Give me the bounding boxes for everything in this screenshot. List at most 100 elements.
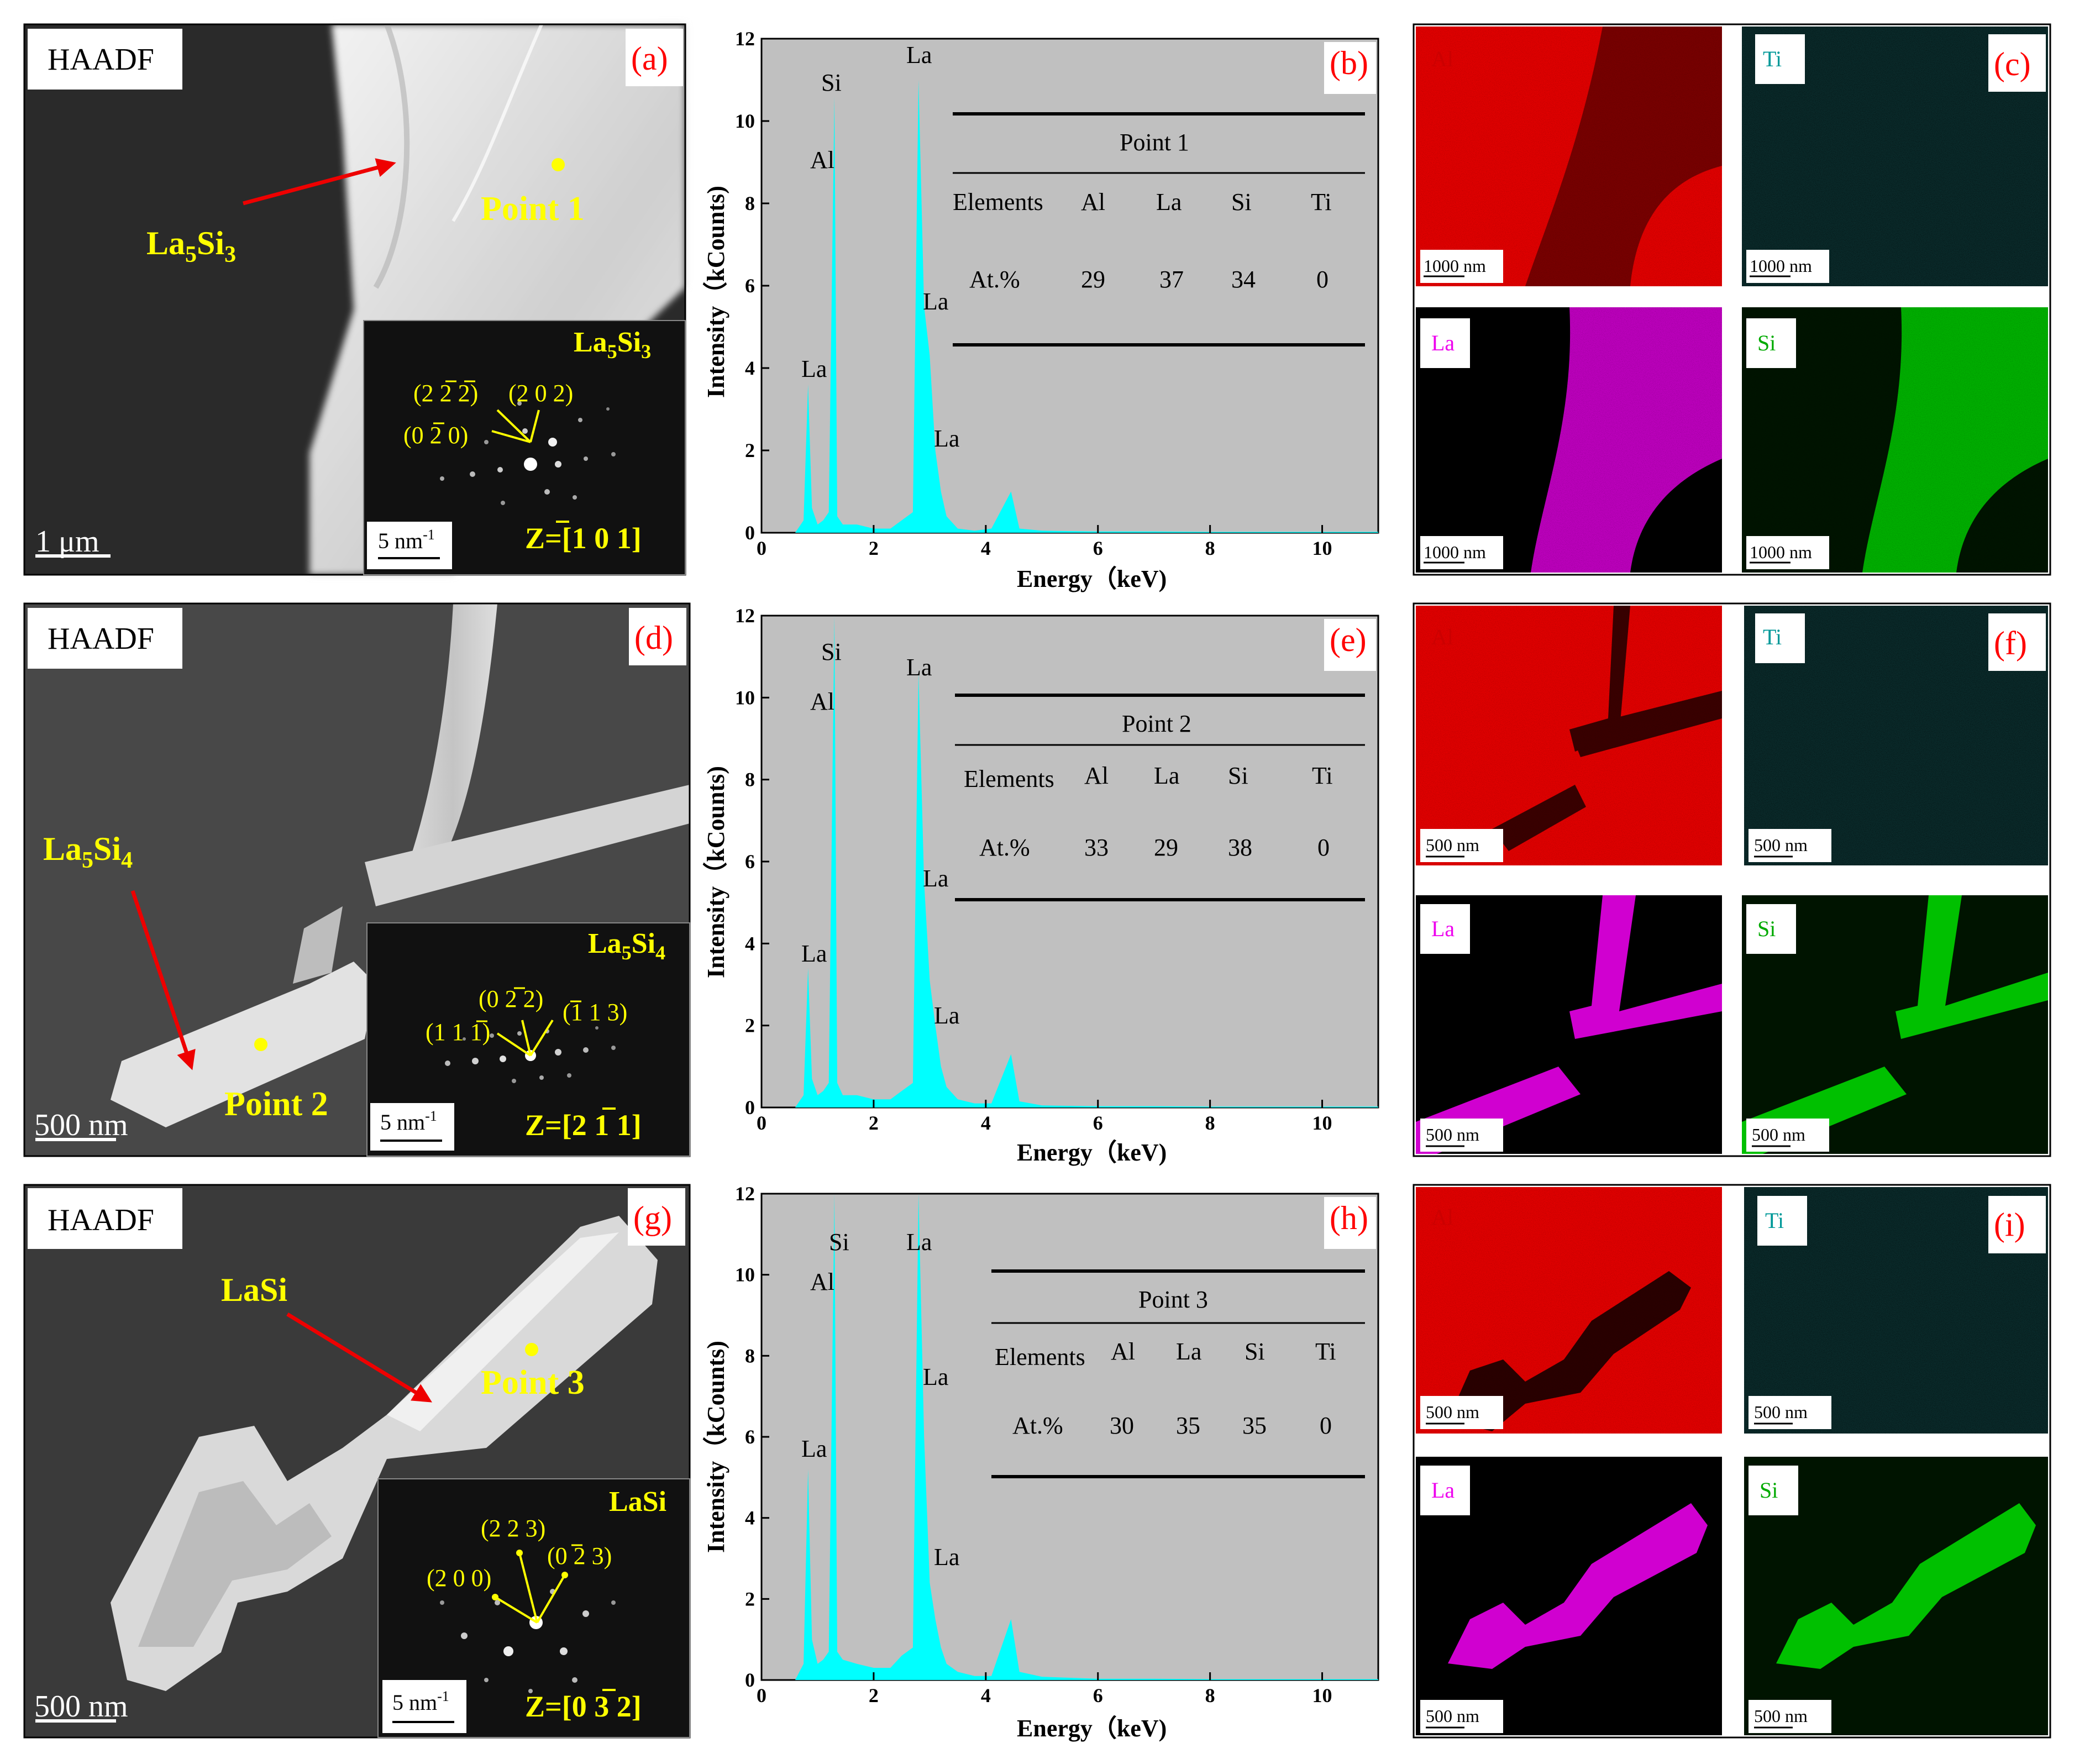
inset-phase-label: La5Si3	[574, 327, 651, 363]
panel-label-f: (f)	[1994, 625, 2027, 662]
phase-label: La5Si3	[146, 225, 236, 267]
table-at-ti: 0	[1316, 266, 1329, 293]
map-si: Si	[1742, 307, 2048, 573]
map-scale-label: 1000 nm	[1424, 542, 1486, 562]
table-title: Point 3	[1138, 1286, 1208, 1313]
row-1: HAADF (a) La5Si3 Point 1 1 μm	[23, 23, 2051, 592]
x-tick-label: 8	[1205, 1112, 1215, 1134]
table-el-la: La	[1154, 762, 1179, 789]
eds-maps-i: Al Ti La Si (i) 500	[1413, 1184, 2051, 1739]
map-label-si: Si	[1757, 330, 1776, 355]
eds-maps-c: Al Ti La Si (c)	[1413, 23, 2051, 576]
y-tick-label: 2	[745, 1588, 755, 1610]
stem-panel-a: HAADF (a) La5Si3 Point 1 1 μm	[23, 23, 686, 576]
peak-label: La	[934, 425, 959, 452]
table-el-la: La	[1176, 1338, 1201, 1365]
table-at-al: 33	[1084, 834, 1109, 861]
panel-label-a: (a)	[631, 40, 668, 77]
x-tick-label: 6	[1093, 1112, 1103, 1134]
x-tick-label: 8	[1205, 1684, 1215, 1707]
x-axis-title: Energy（keV)	[1017, 1139, 1167, 1166]
spot-label-1: (2 2 3)	[481, 1515, 545, 1542]
point-marker	[525, 1343, 538, 1356]
point-label: Point 1	[481, 190, 585, 228]
map-scale-label: 500 nm	[1426, 835, 1479, 855]
point-marker	[552, 158, 565, 171]
point-marker	[254, 1038, 267, 1051]
x-tick-label: 6	[1093, 1684, 1103, 1707]
map-scale-label: 500 nm	[1754, 1706, 1808, 1726]
panel-label-e: (e)	[1330, 622, 1367, 658]
table-el-al: Al	[1081, 188, 1105, 216]
y-tick-label: 6	[745, 1426, 755, 1448]
phase-arrow	[286, 1313, 432, 1403]
diffraction-inset: (0 2 2) (1 1 3) (1 1 1) La5Si4 5 nm-1 Z=…	[366, 922, 690, 1157]
table-at-ti: 0	[1317, 834, 1330, 861]
row-2: HAADF (d) La5Si4 Point 2 500 nm	[23, 602, 2051, 1166]
haadf-label: HAADF	[48, 43, 154, 77]
table-title: Point 2	[1122, 710, 1191, 737]
zone-axis-label: Z=[0 3 2]	[525, 1690, 642, 1723]
y-tick-label: 10	[735, 1264, 755, 1286]
eds-axes: 0 2 4 6 8 10 0 2 4 6 8 10 12	[735, 605, 1332, 1134]
inset-scale-label: 5 nm-1	[378, 527, 435, 553]
scale-bar-label: 500 nm	[34, 1108, 128, 1142]
x-tick-label: 10	[1312, 1112, 1332, 1134]
peak-label: Si	[821, 69, 842, 96]
table-at-label: At.%	[1012, 1412, 1063, 1439]
haadf-label: HAADF	[48, 1203, 154, 1237]
map-label-la: La	[1431, 916, 1455, 941]
phase-label: La5Si4	[43, 831, 133, 873]
peak-label: La	[801, 355, 827, 382]
y-tick-label: 0	[745, 1669, 755, 1691]
x-tick-label: 8	[1205, 537, 1215, 559]
table-elements-label: Elements	[953, 188, 1043, 216]
spot-label-3: (2 0 0)	[427, 1565, 491, 1592]
row-3: HAADF (g) LaSi Point 3 500 nm	[23, 1183, 2051, 1742]
y-tick-label: 8	[745, 1345, 755, 1367]
x-tick-label: 4	[981, 1112, 991, 1134]
x-axis-title: Energy（keV)	[1017, 1715, 1167, 1742]
peak-label: La	[906, 1229, 932, 1256]
y-tick-label: 10	[735, 686, 755, 708]
x-tick-label: 10	[1312, 1684, 1332, 1707]
eds-axes: 0 2 4 6 8 10 0 2 4 6 8 10 12	[735, 28, 1332, 559]
table-el-ti: Ti	[1311, 188, 1332, 216]
haadf-label: HAADF	[48, 622, 154, 656]
eds-axes: 0 2 4 6 8 10 0 2 4 6 8 10 12	[735, 1183, 1332, 1707]
y-tick-label: 0	[745, 522, 755, 544]
map-si: Si	[1744, 1457, 2048, 1735]
y-tick-label: 12	[735, 28, 755, 50]
map-label-ti: Ti	[1763, 46, 1782, 71]
table-el-al: Al	[1084, 762, 1109, 789]
diffraction-inset: (2 2 2) (2 0 2) (0 2 0) La5Si3 5 nm-1 Z=…	[363, 320, 686, 575]
x-tick-label: 0	[757, 537, 766, 559]
peak-label: La	[934, 1544, 959, 1571]
x-tick-label: 10	[1312, 537, 1332, 559]
x-tick-label: 6	[1093, 537, 1103, 559]
y-tick-label: 8	[745, 192, 755, 214]
y-axis-title: Intensity（kCounts)	[702, 1341, 729, 1553]
spot-label-1: (0 2 2)	[479, 985, 543, 1012]
map-label-al: Al	[1431, 624, 1453, 649]
y-tick-label: 6	[745, 851, 755, 873]
map-la: La	[1416, 1457, 1722, 1735]
x-tick-label: 0	[757, 1112, 766, 1134]
table-el-la: La	[1156, 188, 1182, 216]
map-label-si: Si	[1760, 1478, 1778, 1503]
table-el-si: Si	[1245, 1338, 1265, 1365]
phase-label: LaSi	[221, 1272, 287, 1308]
map-scale-label: 500 nm	[1752, 1125, 1805, 1144]
y-axis-title: Intensity（kCounts)	[702, 766, 729, 978]
x-tick-label: 4	[981, 537, 991, 559]
table-at-label: At.%	[969, 266, 1020, 293]
eds-panel-h: (h) Point 3 Elements Al La Si Ti At.% 30…	[702, 1183, 1379, 1742]
peak-label: Si	[829, 1229, 849, 1256]
x-tick-label: 0	[757, 1684, 766, 1707]
scale-bar-label: 1 μm	[35, 524, 99, 559]
table-el-ti: Ti	[1315, 1338, 1336, 1365]
y-tick-label: 2	[745, 439, 755, 461]
peak-label: La	[923, 865, 948, 892]
inset-scale-label: 5 nm-1	[380, 1108, 437, 1135]
